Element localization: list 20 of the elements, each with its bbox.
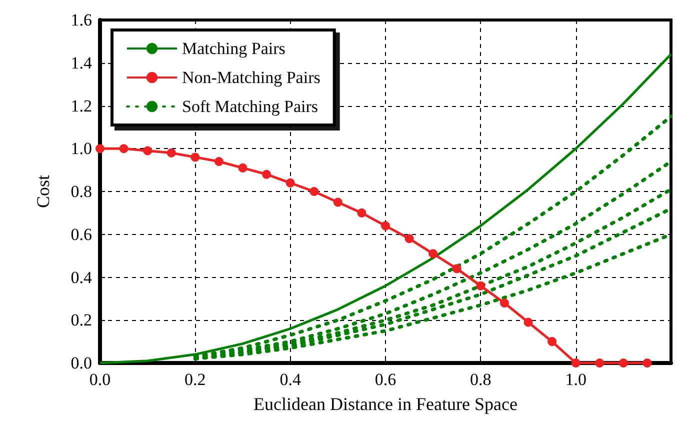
x-tick-label: 1.0 <box>565 370 586 389</box>
x-tick-label: 0.0 <box>89 370 111 389</box>
y-tick-label: 0.6 <box>70 224 92 244</box>
y-tick-label: 0.8 <box>70 182 92 201</box>
x-tick-label: 0.8 <box>470 370 492 389</box>
y-axis-title: Cost <box>33 174 53 208</box>
x-axis-title: Euclidean Distance in Feature Space <box>254 394 518 414</box>
y-tick-label: 1.0 <box>70 139 92 158</box>
y-tick-label: 1.2 <box>70 96 92 116</box>
legend-label: Soft Matching Pairs <box>182 97 318 116</box>
legend-label: Matching Pairs <box>182 39 286 58</box>
y-tick-label: 0.2 <box>70 310 92 330</box>
y-tick-label: 1.6 <box>70 10 92 30</box>
y-tick-label: 1.4 <box>70 53 92 72</box>
x-tick-label: 0.6 <box>374 370 396 389</box>
y-tick-label: 0.0 <box>70 354 92 372</box>
x-tick-label: 0.4 <box>280 370 302 389</box>
x-tick-label: 0.2 <box>184 370 206 389</box>
legend-label: Non-Matching Pairs <box>182 68 320 87</box>
y-tick-label: 0.4 <box>70 268 92 287</box>
